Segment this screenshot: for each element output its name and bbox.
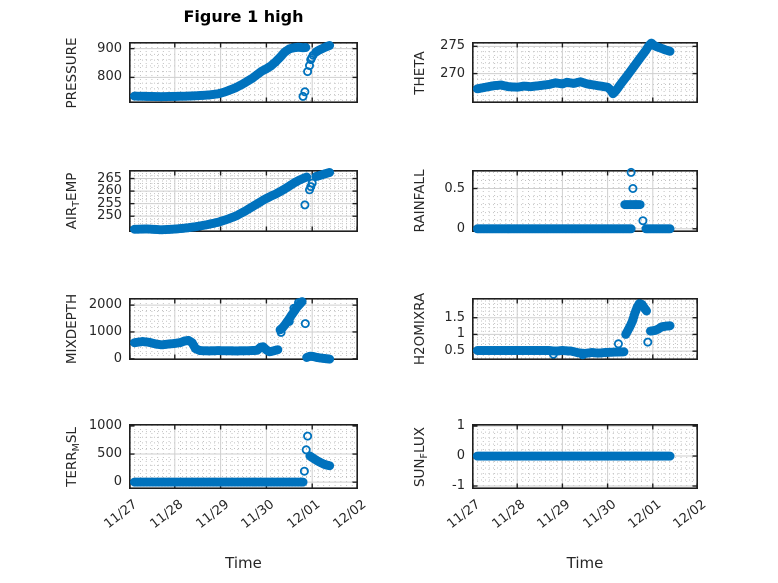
y-tick-label-h2omixra: 0.5	[444, 343, 465, 359]
plot-area-theta	[472, 38, 698, 104]
axes-box	[129, 170, 358, 233]
y-tick-label-terr-msl: 500	[97, 446, 122, 462]
axes-box	[472, 424, 698, 490]
subplot-mixdepth	[129, 297, 358, 364]
axes-box	[129, 42, 358, 104]
x-tick-label: 12/02	[330, 497, 370, 532]
y-axis-label-sun-flux: SUNFLUX	[412, 426, 430, 487]
x-tick-label: 11/30	[580, 497, 619, 532]
plot-area-terr-msl	[129, 424, 358, 490]
subplot-terr-msl	[129, 424, 358, 490]
x-tick-label: 11/29	[193, 497, 232, 532]
subplot-air-temp	[129, 168, 358, 235]
y-tick-label-air-temp: 255	[97, 195, 122, 211]
y-tick-label-sun-flux: 0	[456, 448, 465, 464]
x-tick-label: 12/02	[670, 497, 710, 532]
y-tick-label-air-temp: 250	[97, 208, 122, 224]
y-tick-label-theta: 275	[440, 38, 465, 54]
y-tick-label-terr-msl: 0	[113, 474, 122, 490]
subplot-h2omixra	[472, 298, 698, 361]
y-tick-label-terr-msl: 1000	[88, 417, 122, 433]
x-tick-label: 11/27	[101, 497, 141, 532]
y-axis-label-mixdepth: MIXDEPTH	[64, 293, 80, 365]
y-axis-label-h2omixra: H2OMIXRA	[412, 292, 428, 366]
subplot-rainfall	[472, 167, 698, 234]
y-tick-label-sun-flux: -1	[452, 478, 465, 493]
x-tick-label: 11/30	[238, 497, 278, 532]
axes-box	[129, 424, 358, 490]
y-tick-label-h2omixra: 1	[456, 326, 465, 342]
y-axis-label-rainfall: RAINFALL	[412, 169, 428, 233]
x-axis-label-left: Time	[225, 554, 262, 572]
x-tick-label: 11/28	[147, 497, 187, 532]
data-series	[130, 297, 335, 364]
subplot-pressure	[129, 41, 358, 104]
data-series	[130, 41, 335, 102]
y-tick-label-rainfall: 0.5	[444, 180, 465, 196]
y-tick-label-mixdepth: 0	[113, 350, 122, 366]
y-tick-label-rainfall: 0	[456, 220, 465, 236]
minor-grid	[130, 425, 357, 488]
plot-area-h2omixra	[472, 298, 698, 361]
plot-area-air-temp	[129, 168, 358, 235]
y-tick-label-mixdepth: 2000	[88, 297, 122, 313]
y-tick-label-sun-flux: 1	[456, 418, 465, 434]
x-tick-label: 11/29	[534, 497, 574, 532]
data-series	[130, 431, 335, 487]
data-series	[472, 299, 675, 360]
x-tick-label: 12/01	[625, 497, 665, 532]
y-tick-label-mixdepth: 1000	[88, 323, 122, 339]
y-axis-label-air-temp: AIRTEMP	[64, 172, 82, 230]
y-axis-label-terr-msl: TERRMSL	[64, 426, 82, 487]
y-tick-label-air-temp: 260	[97, 183, 122, 199]
x-tick-label: 12/01	[284, 497, 324, 532]
axes-box	[472, 42, 698, 104]
minor-grid	[473, 171, 697, 231]
data-series	[472, 451, 675, 461]
subplot-theta	[472, 38, 698, 104]
data-series	[472, 167, 675, 234]
data-series	[130, 168, 335, 235]
y-axis-label-theta: THETA	[412, 50, 428, 95]
y-tick-label-air-temp: 265	[97, 170, 122, 186]
axes-box	[129, 298, 358, 361]
subplot-sun-flux	[472, 424, 698, 490]
plot-area-mixdepth	[129, 297, 358, 364]
figure-title: Figure 1 high	[183, 7, 304, 26]
data-series	[472, 38, 675, 99]
minor-grid	[130, 171, 357, 231]
plot-area-pressure	[129, 41, 358, 104]
x-tick-label: 11/27	[444, 497, 484, 532]
plot-area-sun-flux	[472, 424, 698, 490]
x-tick-label: 11/28	[489, 497, 529, 532]
tick-marks	[472, 43, 698, 102]
y-axis-label-pressure: PRESSURE	[64, 37, 80, 108]
x-axis-label-right: Time	[566, 554, 604, 572]
y-tick-label-theta: 270	[440, 65, 465, 81]
y-tick-label-pressure: 800	[97, 69, 122, 85]
y-tick-label-pressure: 900	[97, 40, 122, 56]
axes-box	[472, 298, 698, 361]
minor-grid	[473, 425, 697, 488]
y-tick-label-h2omixra: 1.5	[444, 309, 465, 325]
plot-area-rainfall	[472, 167, 698, 234]
